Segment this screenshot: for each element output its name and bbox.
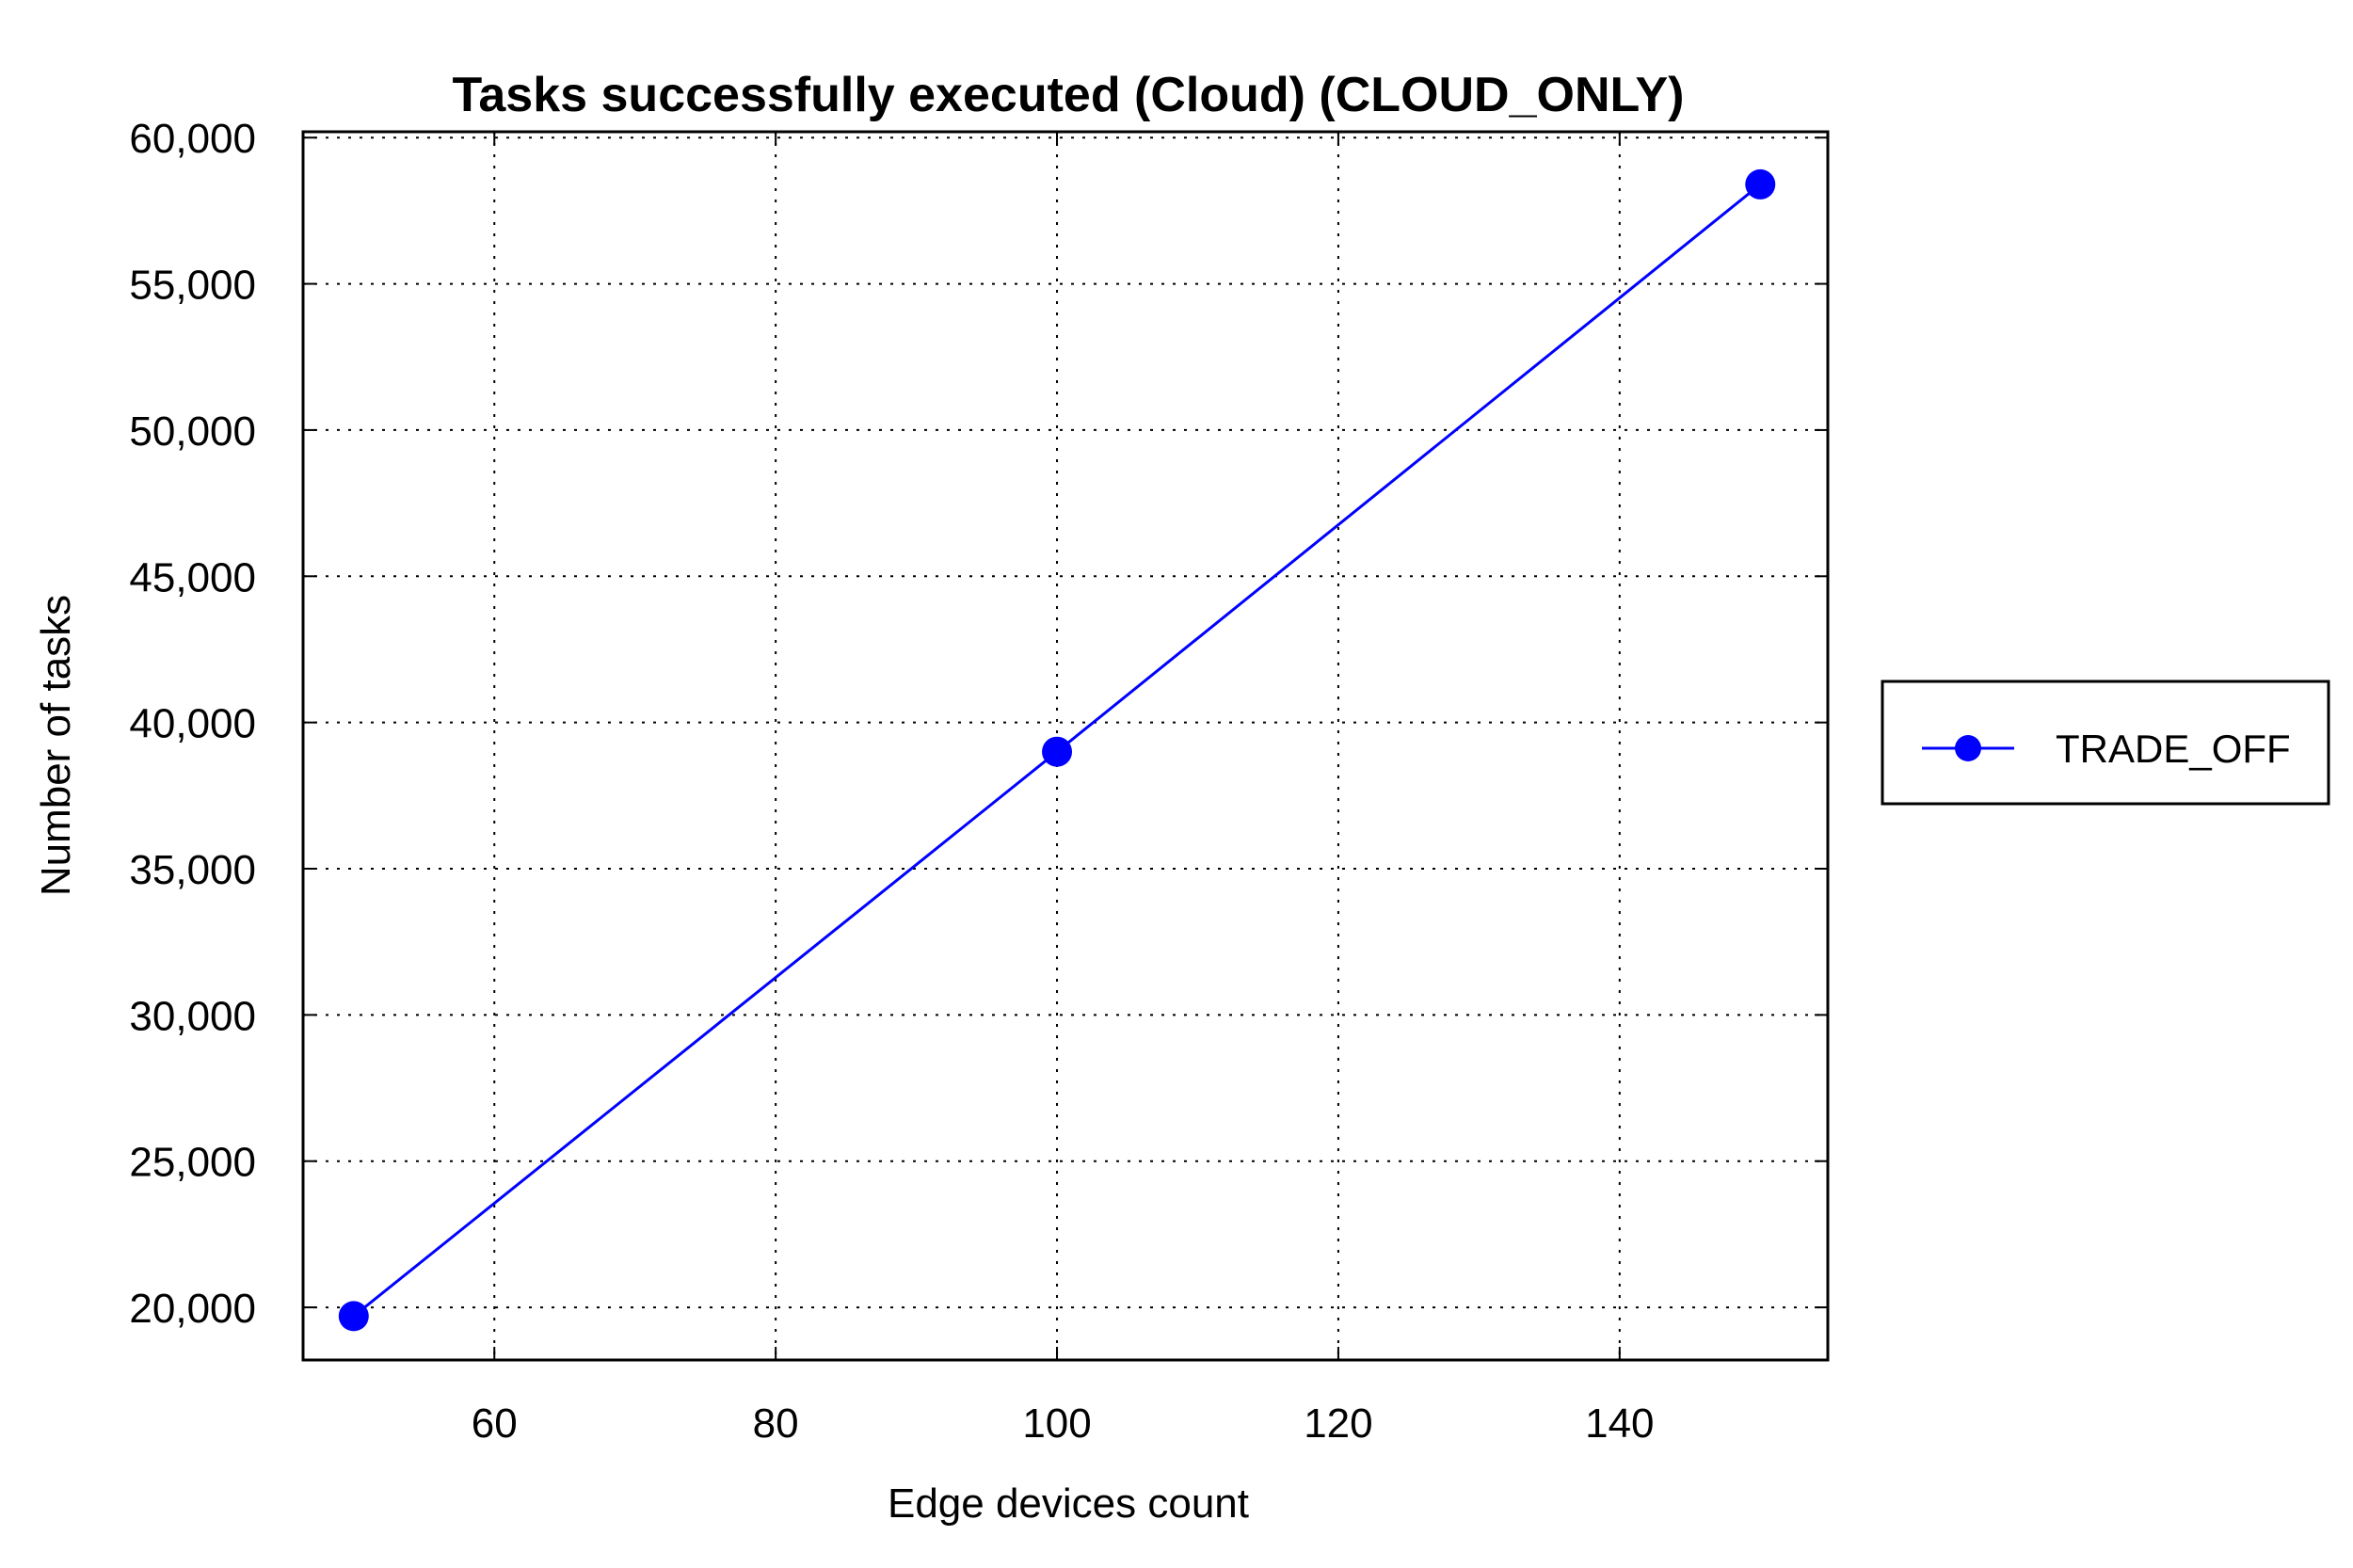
data-point	[1745, 168, 1776, 200]
x-tick-labels: 60 80 100 120 140	[472, 1400, 1655, 1447]
x-tick-label: 80	[753, 1400, 799, 1447]
y-tick-label: 35,000	[129, 847, 256, 893]
y-tick-label: 55,000	[129, 263, 256, 309]
series-layer	[338, 168, 1776, 1332]
y-tick-label: 30,000	[129, 993, 256, 1039]
x-tick-label: 60	[472, 1400, 518, 1447]
y-tick-label: 40,000	[129, 701, 256, 747]
x-axis-label: Edge devices count	[888, 1480, 1249, 1527]
y-tick-label: 20,000	[129, 1286, 256, 1332]
legend-series-label: TRADE_OFF	[2056, 727, 2291, 771]
plot-area-frame	[301, 130, 1830, 1362]
legend: TRADE_OFF	[1881, 680, 2330, 806]
y-tick-labels: 20,000 25,000 30,000 35,000 40,000 45,000 50,0…	[129, 116, 256, 1332]
legend-series-marker	[1955, 735, 1981, 761]
y-tick-label: 60,000	[129, 116, 256, 162]
axis-ticks	[303, 132, 1828, 1360]
chart-title: Tasks successfully executed (Cloud) (CLO…	[452, 68, 1684, 122]
grid-lines	[303, 132, 1828, 1360]
y-axis-label: Number of tasks	[33, 595, 79, 896]
x-tick-label: 100	[1022, 1400, 1091, 1447]
x-tick-label: 140	[1585, 1400, 1654, 1447]
y-tick-label: 50,000	[129, 408, 256, 455]
y-tick-label: 25,000	[129, 1140, 256, 1186]
x-tick-label: 120	[1304, 1400, 1372, 1447]
y-tick-label: 45,000	[129, 554, 256, 600]
data-point	[338, 1301, 369, 1332]
data-point	[1042, 736, 1073, 767]
